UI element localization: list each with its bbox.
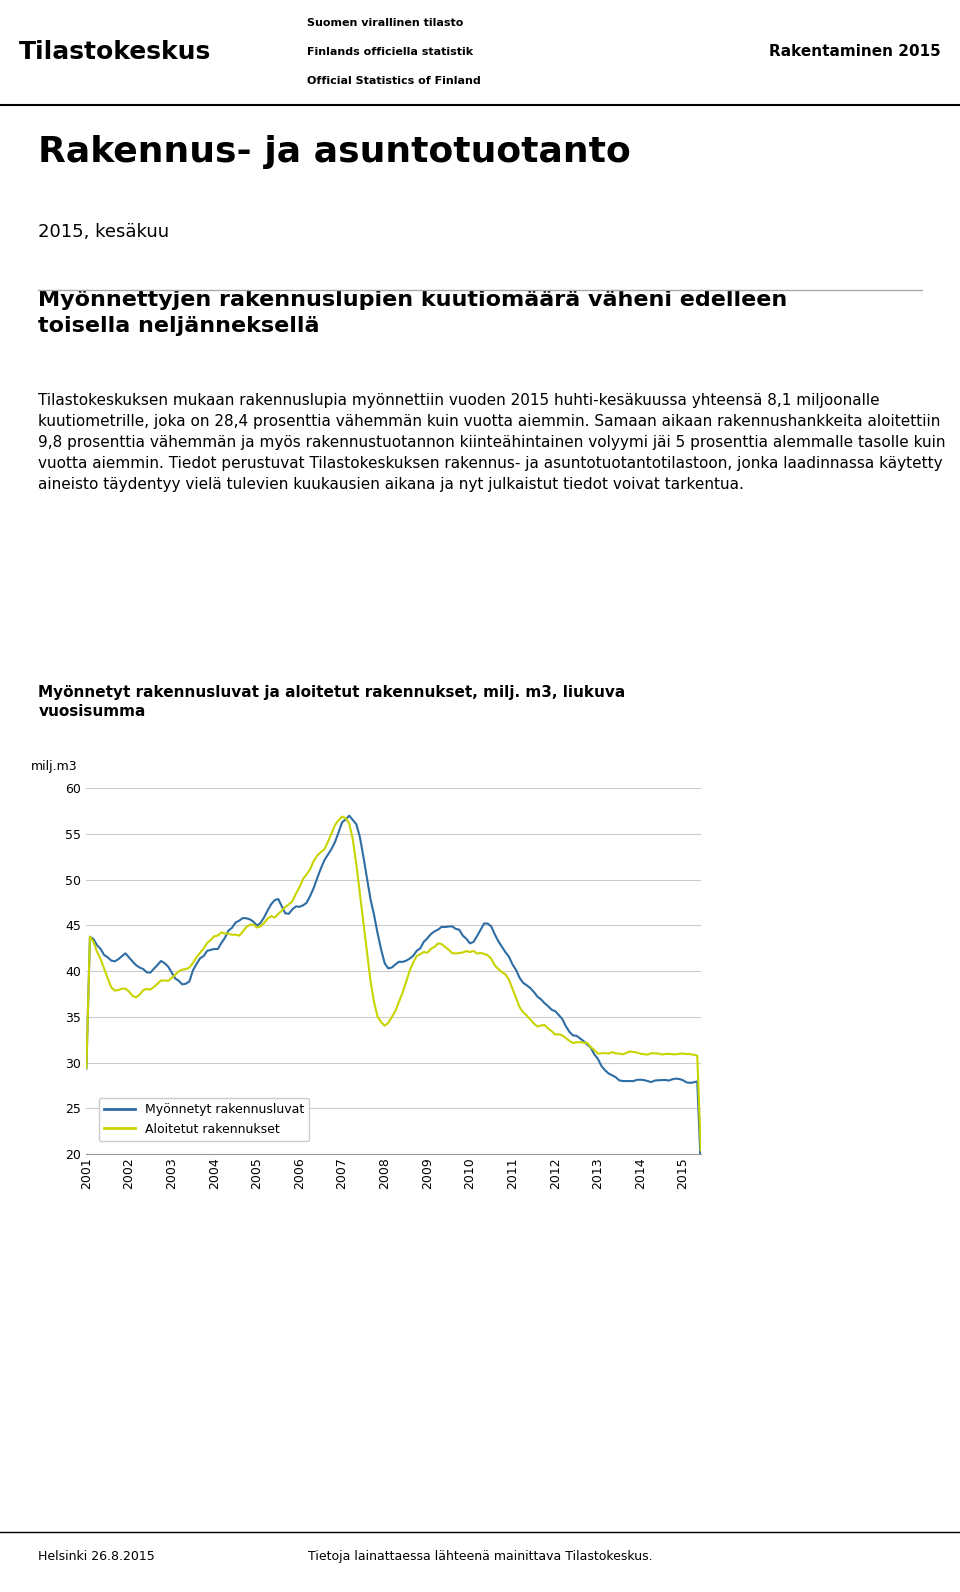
Text: Myönnettyjen rakennuslupien kuutiomäärä väheni edelleen
toisella neljänneksellä: Myönnettyjen rakennuslupien kuutiomäärä … <box>38 290 787 336</box>
Text: Suomen virallinen tilasto: Suomen virallinen tilasto <box>307 18 464 27</box>
Text: Rakentaminen 2015: Rakentaminen 2015 <box>769 45 941 59</box>
Text: Official Statistics of Finland: Official Statistics of Finland <box>307 76 481 86</box>
Text: Tilastokeskus: Tilastokeskus <box>19 40 211 64</box>
Text: Tilastokeskuksen mukaan rakennuslupia myönnettiin vuoden 2015 huhti-kesäkuussa y: Tilastokeskuksen mukaan rakennuslupia my… <box>38 393 946 492</box>
Legend: Myönnetyt rakennusluvat, Aloitetut rakennukset: Myönnetyt rakennusluvat, Aloitetut raken… <box>99 1098 309 1140</box>
Text: Finlands officiella statistik: Finlands officiella statistik <box>307 46 473 57</box>
Text: Helsinki 26.8.2015: Helsinki 26.8.2015 <box>38 1551 156 1563</box>
Text: Tietoja lainattaessa lähteenä mainittava Tilastokeskus.: Tietoja lainattaessa lähteenä mainittava… <box>308 1551 652 1563</box>
Text: 2015, kesäkuu: 2015, kesäkuu <box>38 223 170 240</box>
Text: Myönnetyt rakennusluvat ja aloitetut rakennukset, milj. m3, liukuva
vuosisumma: Myönnetyt rakennusluvat ja aloitetut rak… <box>38 685 626 720</box>
Text: milj.m3: milj.m3 <box>31 761 78 774</box>
Text: Rakennus- ja asuntotuotanto: Rakennus- ja asuntotuotanto <box>38 135 631 169</box>
